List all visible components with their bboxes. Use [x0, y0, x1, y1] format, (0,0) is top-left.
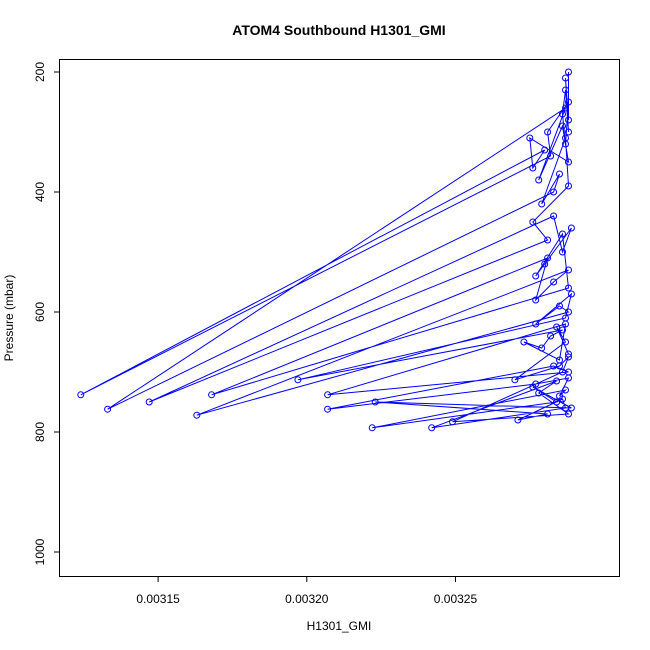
data-point — [553, 398, 561, 406]
data-point — [544, 254, 552, 262]
data-point — [553, 323, 561, 331]
data-point — [368, 424, 376, 432]
x-tick-label: 0.00315 — [136, 592, 180, 606]
y-tick-label: 1000 — [33, 538, 47, 565]
data-point — [565, 182, 572, 190]
data-point — [565, 353, 572, 361]
y-tick-label: 400 — [33, 182, 47, 202]
y-axis-label: Pressure (mbar) — [2, 275, 16, 362]
data-point — [324, 391, 332, 399]
data-point — [565, 98, 572, 106]
data-point — [562, 104, 569, 112]
data-point — [562, 404, 569, 412]
data-point — [565, 410, 572, 418]
data-point — [544, 128, 552, 136]
data-point — [104, 405, 112, 413]
data-point — [550, 188, 558, 196]
data-point — [559, 230, 566, 238]
data-point — [529, 164, 537, 172]
data-point — [562, 320, 569, 328]
data-point — [538, 200, 546, 208]
data-point — [565, 374, 572, 382]
data-point — [535, 176, 543, 184]
x-tick-label: 0.00320 — [285, 592, 329, 606]
data-point — [567, 290, 575, 298]
data-point — [371, 398, 379, 406]
data-point — [547, 332, 555, 340]
data-point — [294, 376, 302, 384]
data-point — [565, 128, 572, 136]
data-point — [529, 218, 537, 226]
data-point — [562, 386, 569, 394]
data-point — [428, 424, 436, 432]
data-point — [565, 284, 572, 292]
data-point — [514, 416, 522, 424]
data-point — [544, 236, 552, 244]
data-point — [193, 411, 201, 419]
data-point — [553, 377, 561, 385]
data-point — [556, 170, 563, 178]
data-point — [562, 74, 569, 82]
data-point — [565, 266, 572, 274]
data-point — [550, 212, 558, 220]
data-point — [77, 391, 85, 399]
plot-area — [59, 59, 620, 577]
data-point — [544, 410, 552, 418]
data-point — [565, 116, 572, 124]
data-point — [532, 272, 540, 280]
data-point — [535, 389, 543, 397]
data-point — [559, 368, 566, 376]
data-point — [532, 296, 540, 304]
data-point — [559, 248, 566, 256]
data-point — [556, 362, 563, 370]
data-point — [562, 134, 569, 142]
data-point — [562, 86, 569, 94]
data-point — [556, 302, 563, 310]
data-point — [324, 405, 332, 413]
x-tick-label: 0.00325 — [434, 592, 478, 606]
data-point — [526, 134, 534, 142]
x-axis-label: H1301_GMI — [307, 619, 372, 633]
y-tick-label: 800 — [33, 422, 47, 442]
data-point — [559, 395, 566, 403]
data-point — [567, 224, 575, 232]
data-point — [145, 398, 153, 406]
data-point — [208, 391, 216, 399]
data-point — [541, 260, 549, 268]
data-point — [565, 308, 572, 316]
data-point — [520, 338, 528, 346]
data-point — [532, 320, 540, 328]
data-point — [541, 146, 549, 154]
data-point — [538, 344, 546, 352]
data-point — [562, 338, 569, 346]
series-layer — [77, 68, 575, 432]
data-point — [565, 350, 572, 358]
data-point — [559, 326, 566, 334]
data-point — [547, 152, 555, 160]
data-point — [550, 278, 558, 286]
x-axis: 0.00315 0.00320 0.00325 — [136, 576, 477, 606]
chart-title: ATOM4 Southbound H1301_GMI — [232, 22, 445, 38]
data-point — [565, 68, 572, 76]
series-line — [80, 72, 573, 429]
data-point — [559, 122, 566, 130]
data-point — [565, 158, 572, 166]
data-point — [449, 418, 456, 426]
y-tick-label: 600 — [33, 302, 47, 322]
data-point — [529, 383, 537, 391]
y-tick-label: 200 — [33, 62, 47, 82]
data-point — [511, 376, 519, 384]
y-axis: 200 400 600 800 1000 — [33, 62, 60, 565]
data-point — [559, 110, 566, 118]
